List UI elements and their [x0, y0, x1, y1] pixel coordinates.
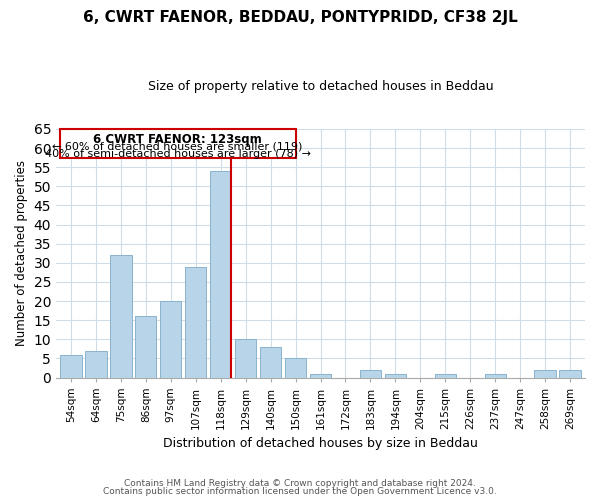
Bar [385, 374, 406, 378]
Bar [85, 350, 107, 378]
Bar [360, 370, 381, 378]
Bar [61, 354, 82, 378]
Bar [285, 358, 306, 378]
Bar [434, 374, 456, 378]
Bar [235, 340, 256, 378]
Text: Contains HM Land Registry data © Crown copyright and database right 2024.: Contains HM Land Registry data © Crown c… [124, 478, 476, 488]
Bar [559, 370, 581, 378]
Text: 6 CWRT FAENOR: 123sqm: 6 CWRT FAENOR: 123sqm [94, 132, 262, 145]
Y-axis label: Number of detached properties: Number of detached properties [15, 160, 28, 346]
Text: 40% of semi-detached houses are larger (78) →: 40% of semi-detached houses are larger (… [44, 149, 311, 159]
Bar [110, 255, 131, 378]
Text: ← 60% of detached houses are smaller (119): ← 60% of detached houses are smaller (11… [52, 141, 303, 151]
Bar [485, 374, 506, 378]
Text: 6, CWRT FAENOR, BEDDAU, PONTYPRIDD, CF38 2JL: 6, CWRT FAENOR, BEDDAU, PONTYPRIDD, CF38… [83, 10, 517, 25]
Bar [160, 301, 181, 378]
FancyBboxPatch shape [60, 129, 296, 158]
Bar [310, 374, 331, 378]
Title: Size of property relative to detached houses in Beddau: Size of property relative to detached ho… [148, 80, 493, 93]
Bar [535, 370, 556, 378]
Bar [210, 171, 232, 378]
X-axis label: Distribution of detached houses by size in Beddau: Distribution of detached houses by size … [163, 437, 478, 450]
Bar [135, 316, 157, 378]
Text: Contains public sector information licensed under the Open Government Licence v3: Contains public sector information licen… [103, 487, 497, 496]
Bar [260, 347, 281, 378]
Bar [185, 266, 206, 378]
